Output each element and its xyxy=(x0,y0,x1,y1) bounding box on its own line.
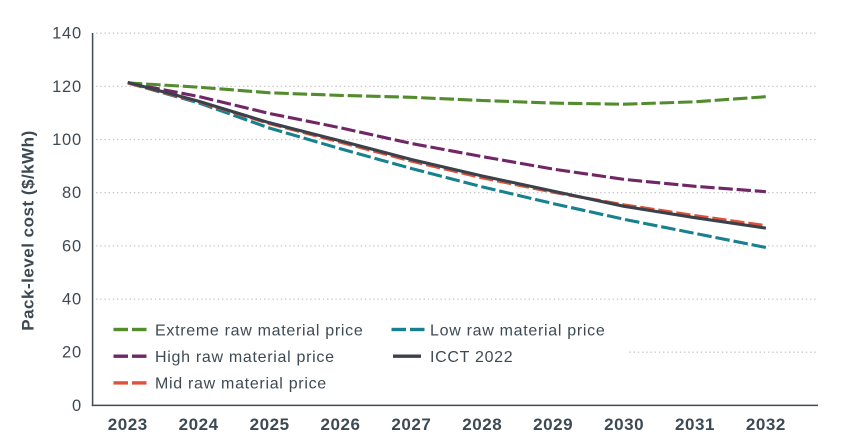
svg-text:100: 100 xyxy=(52,131,82,149)
svg-text:ICCT 2022: ICCT 2022 xyxy=(430,349,513,366)
svg-text:2029: 2029 xyxy=(533,415,573,434)
svg-text:2025: 2025 xyxy=(250,415,290,434)
svg-text:High raw material price: High raw material price xyxy=(155,349,335,366)
svg-text:2024: 2024 xyxy=(179,415,219,434)
svg-text:140: 140 xyxy=(52,25,82,43)
svg-text:Mid raw material price: Mid raw material price xyxy=(155,376,327,393)
svg-text:Extreme raw material price: Extreme raw material price xyxy=(155,322,363,339)
svg-text:2023: 2023 xyxy=(108,415,148,434)
svg-text:20: 20 xyxy=(62,344,82,362)
svg-text:60: 60 xyxy=(62,237,82,255)
svg-text:120: 120 xyxy=(52,78,82,96)
svg-text:2032: 2032 xyxy=(746,415,786,434)
svg-text:40: 40 xyxy=(62,291,82,309)
svg-text:Low raw material price: Low raw material price xyxy=(430,322,605,339)
svg-text:Pack-level cost ($/kWh): Pack-level cost ($/kWh) xyxy=(19,130,38,330)
svg-text:2028: 2028 xyxy=(462,415,502,434)
svg-text:2026: 2026 xyxy=(320,415,360,434)
svg-text:2027: 2027 xyxy=(391,415,431,434)
svg-text:0: 0 xyxy=(72,397,82,415)
svg-text:2031: 2031 xyxy=(675,415,715,434)
svg-text:2030: 2030 xyxy=(604,415,644,434)
svg-text:80: 80 xyxy=(62,184,82,202)
